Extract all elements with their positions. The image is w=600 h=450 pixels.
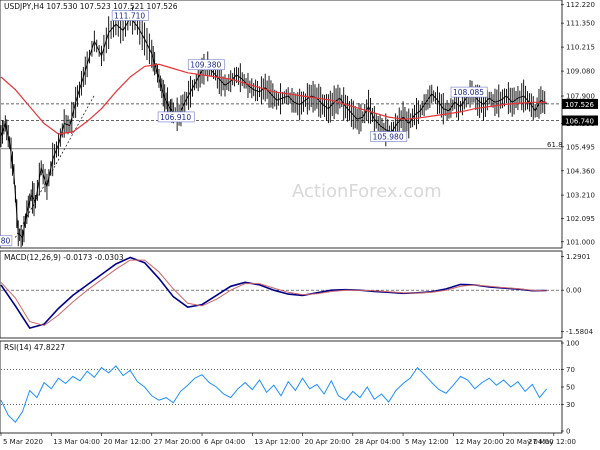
- y-tick-label: 109.080: [566, 68, 595, 76]
- price-tag-label: 107.526: [565, 101, 594, 109]
- annotation-box: [450, 86, 488, 98]
- y-tick-label: 103.210: [566, 192, 595, 200]
- y-tick-label: 30: [566, 401, 575, 409]
- x-tick-label: 5 May 12:00: [405, 438, 449, 446]
- y-tick-label: 50: [566, 384, 575, 392]
- x-axis: 5 Mar 2020 13 Mar 04:00 20 Mar 12:00 27 Mar…: [0, 433, 576, 446]
- x-tick-label: 20 Mar 12:00: [104, 438, 151, 446]
- x-tick-label: 27 Mar 20:00: [154, 438, 201, 446]
- x-tick-label: 13 Mar 04:00: [53, 438, 100, 446]
- annotation-box: [111, 10, 149, 21]
- annotation-label: 108.085: [453, 88, 484, 97]
- y-tick-label: 105.495: [566, 143, 595, 151]
- x-tick-label: 27 May 12:00: [528, 438, 576, 446]
- x-tick-label: 5 Mar 2020: [3, 438, 43, 446]
- annotation-box: [157, 111, 195, 123]
- y-tick-label: 104.360: [566, 167, 595, 175]
- x-tick-label: 20 Apr 20:00: [305, 438, 351, 446]
- y-tick-label: -1.5804: [566, 328, 594, 336]
- annotation-box: [187, 59, 225, 71]
- level-label: 61.8: [547, 141, 563, 149]
- y-tick-label: 112.220: [566, 1, 595, 9]
- macd-plot: 1.2901 0.00 -1.5804: [0, 253, 594, 336]
- price-tag-label: 106.740: [565, 118, 594, 126]
- y-tick-label: 0: [566, 428, 570, 436]
- rsi-main-line: [0, 365, 547, 423]
- annotation-box: [370, 131, 408, 142]
- macd-signal-line: [0, 259, 547, 327]
- y-tick-label: 102.095: [566, 215, 595, 223]
- annotation-label: 106.910: [160, 113, 191, 122]
- rsi-panel[interactable]: [0, 340, 563, 434]
- macd-main-line: [0, 256, 547, 330]
- annotation-label: 80: [1, 237, 11, 246]
- price-tag: [562, 98, 598, 109]
- y-tick-label: 110.215: [566, 44, 595, 52]
- annotation-label: 105.980: [373, 133, 404, 142]
- x-tick-label: 6 Apr 04:00: [204, 438, 245, 446]
- annotation-box: [0, 235, 13, 247]
- rsi-plot: 100 70 50 30 0: [0, 340, 579, 436]
- price-tag: [562, 115, 598, 126]
- y-tick-label: 107.900: [566, 93, 595, 101]
- watermark: ActionForex.com: [292, 181, 442, 202]
- y-tick-label: 0.00: [566, 287, 582, 295]
- trendline: [15, 95, 95, 238]
- annotation-label: 109.380: [190, 61, 221, 70]
- y-tick-label: 1.2901: [566, 253, 591, 261]
- price-panel-header: USDJPY,H4 107.530 107.523 107.521 107.52…: [4, 2, 178, 11]
- y-tick-label: 70: [566, 366, 575, 374]
- macd-panel[interactable]: [0, 250, 563, 339]
- annotation-label: 111.710: [114, 12, 145, 21]
- macd-panel-header: MACD(12,26,9) -0.0173 -0.0303: [4, 253, 124, 262]
- x-tick-label: 28 Apr 04:00: [355, 438, 401, 446]
- y-tick-label: 111.350: [566, 20, 595, 28]
- price-plot: 112.220111.350110.215109.080107.900106.5…: [0, 1, 598, 248]
- y-tick-label: 100: [566, 340, 579, 348]
- y-tick-label: 101.000: [566, 238, 595, 246]
- x-tick-label: 20 May 04:00: [506, 438, 554, 446]
- rsi-panel-header: RSI(14) 47.8227: [4, 343, 65, 352]
- x-tick-label: 12 May 20:00: [455, 438, 503, 446]
- price-panel[interactable]: [0, 0, 563, 249]
- x-tick-label: 13 Apr 12:00: [254, 438, 300, 446]
- moving-average-line: [0, 63, 547, 135]
